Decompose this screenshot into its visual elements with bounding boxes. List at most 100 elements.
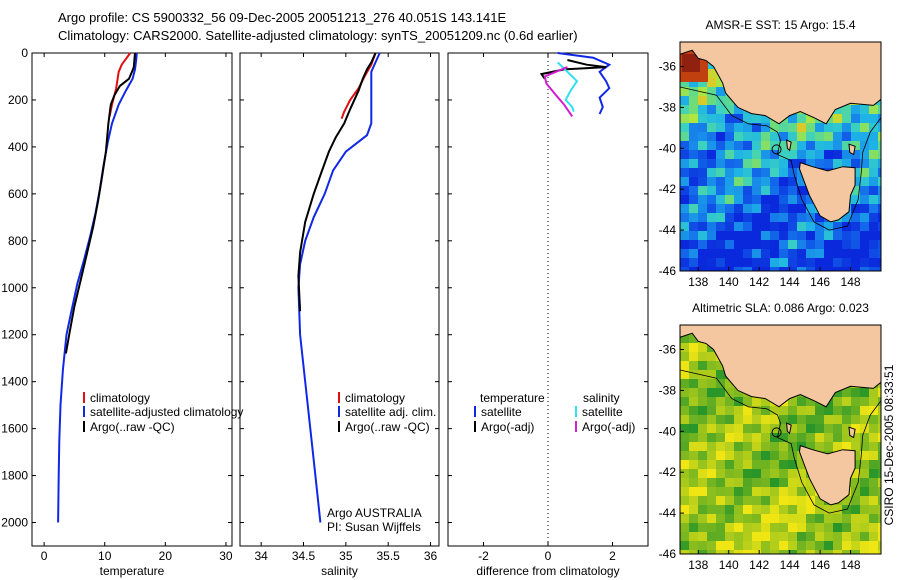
salinity-xtick-label: 35 xyxy=(339,549,353,563)
sla_map-cell xyxy=(869,532,878,541)
depth-tick-label: 0 xyxy=(21,46,28,60)
sla_map-cell xyxy=(743,469,752,478)
sst_map-cell xyxy=(707,231,716,240)
sla_map-cell xyxy=(770,514,779,523)
sst_map-cell xyxy=(797,141,806,150)
sst_map-cell xyxy=(869,132,878,141)
sla_map-cell xyxy=(788,478,797,487)
sst_map-cell xyxy=(725,141,734,150)
sst_map-cell xyxy=(716,87,725,96)
sst_map-ytick-label: -46 xyxy=(659,264,677,278)
sla_map-cell xyxy=(878,505,881,514)
sla_map-cell xyxy=(788,505,797,514)
sst_map-cell xyxy=(860,177,869,186)
sst_map-cell xyxy=(707,258,716,267)
sst_map-cell xyxy=(743,267,752,271)
sla_map-cell xyxy=(797,523,806,532)
sst_map-cell xyxy=(725,195,734,204)
sla_map-cell xyxy=(698,379,707,388)
sst_map-cell xyxy=(725,213,734,222)
sst_map-cell xyxy=(761,159,770,168)
sst_map-cell xyxy=(725,186,734,195)
sst_map-cell xyxy=(707,132,716,141)
sst_map-cell xyxy=(752,123,761,132)
title-line-2: Climatology: CARS2000. Satellite-adjuste… xyxy=(58,28,578,43)
sst_map-cell xyxy=(689,222,698,231)
sla_map-cell xyxy=(878,514,881,523)
sla_map-cell xyxy=(806,433,815,442)
sst_map-cell xyxy=(779,222,788,231)
sla_map-cell xyxy=(842,406,851,415)
sla_map-cell xyxy=(716,487,725,496)
sla_map-cell xyxy=(860,451,869,460)
sla_map-cell xyxy=(761,460,770,469)
sla_map-cell xyxy=(725,514,734,523)
sst_map-cell xyxy=(824,150,833,159)
sst_map-cell xyxy=(806,150,815,159)
difference-series-black xyxy=(539,59,607,80)
sla_map-cell xyxy=(833,415,842,424)
sla_map-cell xyxy=(869,478,878,487)
sst_map-cell xyxy=(761,132,770,141)
sst_map-cell xyxy=(806,231,815,240)
sla_map-cell xyxy=(689,523,698,532)
sla_map-cell xyxy=(734,451,743,460)
sst_map-cell xyxy=(707,222,716,231)
sla_map-cell xyxy=(788,514,797,523)
sla_map-cell xyxy=(779,406,788,415)
sst_map-cell xyxy=(788,186,797,195)
sla_map-cell xyxy=(788,424,797,433)
sst_map-cell xyxy=(860,168,869,177)
sst_map-cell xyxy=(851,240,860,249)
sla_map-cell xyxy=(761,451,770,460)
sla_map-cell xyxy=(770,478,779,487)
sst_map-cell xyxy=(698,204,707,213)
sla_map-cell xyxy=(815,424,824,433)
sst_map-cell xyxy=(869,168,878,177)
sla_map-cell xyxy=(878,442,881,451)
sla_map-cell xyxy=(770,469,779,478)
sst_map-cell xyxy=(770,177,779,186)
sst_map-cell xyxy=(878,222,881,231)
sla_map-cell xyxy=(869,451,878,460)
sla_map-xtick-label: 144 xyxy=(780,558,800,572)
sla_map-cell xyxy=(779,469,788,478)
sst_map-cell xyxy=(788,213,797,222)
sst_map-cell xyxy=(851,105,860,114)
sst_map-cell xyxy=(869,204,878,213)
sst_map-cell xyxy=(734,132,743,141)
depth-tick-label: 1600 xyxy=(1,422,28,436)
sla_map-cell xyxy=(824,424,833,433)
sst_map-cell xyxy=(689,114,698,123)
sst_map-cell xyxy=(680,267,689,271)
sst_map-cell xyxy=(824,267,833,271)
sla_map-cell xyxy=(851,478,860,487)
sla_map-cell xyxy=(725,460,734,469)
sst_map-cell xyxy=(788,141,797,150)
sst_map-cell xyxy=(806,204,815,213)
sst_map-cell xyxy=(833,267,842,271)
sla_map-cell xyxy=(806,532,815,541)
sla_map-cell xyxy=(743,451,752,460)
sla_map-cell xyxy=(806,406,815,415)
sst_map-cell xyxy=(788,222,797,231)
sla_map-cell xyxy=(680,469,689,478)
temperature-xtick-label: 20 xyxy=(159,549,173,563)
sla_map-cell xyxy=(869,505,878,514)
sst_map-cell xyxy=(680,87,689,96)
sst_map-cell xyxy=(860,123,869,132)
sla_map-cell xyxy=(761,433,770,442)
sst_map-cell xyxy=(716,186,725,195)
sst_map-cell xyxy=(833,123,842,132)
sst_map-cell xyxy=(698,141,707,150)
sla_map-cell xyxy=(779,505,788,514)
sla_map-cell xyxy=(752,415,761,424)
sst_map-cell xyxy=(815,231,824,240)
sst_map-cell xyxy=(851,195,860,204)
sla_map-cell xyxy=(725,487,734,496)
sst_map-cell xyxy=(842,249,851,258)
sst_map-cell xyxy=(680,150,689,159)
sla_map-cell xyxy=(752,406,761,415)
sla_map-cell xyxy=(761,442,770,451)
sla_map-cell xyxy=(716,388,725,397)
